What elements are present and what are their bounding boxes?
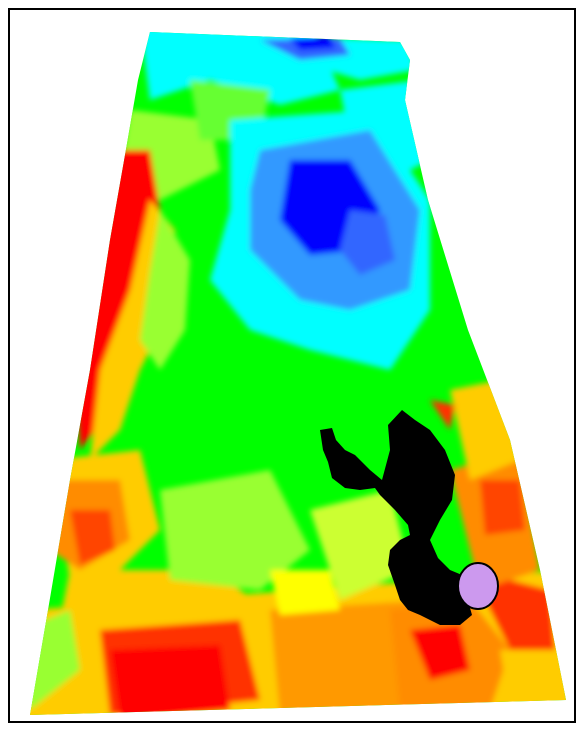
terrain-heatmap <box>30 32 566 715</box>
location-marker <box>457 562 499 610</box>
terrain-surface <box>30 32 566 715</box>
black-region <box>320 410 472 625</box>
image-frame <box>8 8 576 723</box>
